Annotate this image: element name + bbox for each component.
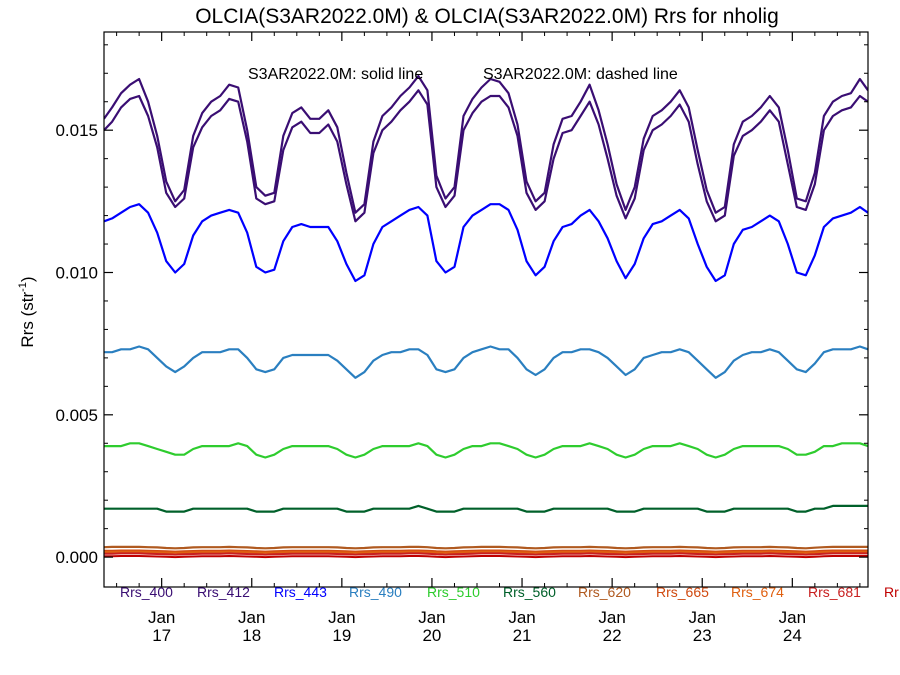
x-tick-label-day: 19 — [332, 626, 351, 645]
plot-frame — [103, 31, 869, 588]
x-tick-label-month: Jan — [328, 608, 355, 627]
annotation-solid-line: S3AR2022.0M: solid line — [248, 66, 423, 83]
series-line-rrs-681 — [104, 552, 868, 556]
x-tick-label-day: 24 — [783, 626, 802, 645]
legend: Rrs_400 Rrs_412 Rrs_443 Rrs_490 Rrs_510 Rrs_5… — [120, 584, 899, 600]
x-tick-label-day: 18 — [242, 626, 261, 645]
series-layer — [104, 74, 868, 559]
legend-entry-rrs-400: Rrs_400 — [120, 584, 173, 600]
tick-layer: 0.0000.0050.0100.015Jan17Jan18Jan19Jan20… — [55, 32, 868, 645]
legend-entry-rrs-674: Rrs_674 — [731, 584, 784, 600]
series-line-rrs-443 — [104, 203, 868, 283]
y-axis-label-superscript: -1 — [17, 282, 29, 292]
y-tick-label: 0.005 — [55, 406, 98, 425]
x-tick-label-day: 20 — [422, 626, 441, 645]
series-line-rr — [104, 555, 868, 559]
x-tick-label-month: Jan — [598, 608, 625, 627]
legend-entry-rrs-510: Rrs_510 — [427, 584, 480, 600]
legend-entry-rrs-443: Rrs_443 — [274, 584, 327, 600]
x-tick-label-month: Jan — [148, 608, 175, 627]
series-line-rrs-510 — [104, 442, 868, 459]
legend-entry-rrs-681: Rrs_681 — [808, 584, 861, 600]
x-tick-label-month: Jan — [779, 608, 806, 627]
series-line-rrs-400 — [104, 74, 868, 214]
x-tick-label-month: Jan — [689, 608, 716, 627]
x-tick-label-day: 22 — [603, 626, 622, 645]
legend-entry-rrs-560: Rrs_560 — [503, 584, 556, 600]
series-line-rrs-560 — [104, 504, 868, 513]
legend-entry-rr: Rr — [884, 584, 899, 600]
x-tick-label-month: Jan — [238, 608, 265, 627]
chart-title: OLCIA(S3AR2022.0M) & OLCIA(S3AR2022.0M) … — [195, 5, 779, 28]
y-axis-label: Rrs (str-1) — [17, 276, 37, 347]
y-tick-label: 0.010 — [55, 264, 98, 283]
annotation-dashed-line: S3AR2022.0M: dashed line — [483, 66, 678, 83]
x-tick-label-month: Jan — [508, 608, 535, 627]
legend-entry-rrs-620: Rrs_620 — [578, 584, 631, 600]
legend-entry-rrs-412: Rrs_412 — [197, 584, 250, 600]
x-tick-label-day: 17 — [152, 626, 171, 645]
y-axis-label-main: Rrs (str — [18, 292, 37, 348]
x-tick-label-day: 23 — [693, 626, 712, 645]
series-line-rrs-490 — [104, 345, 868, 379]
series-line-rrs-620 — [104, 545, 868, 550]
series-line-rrs-412 — [104, 89, 868, 223]
legend-entry-rrs-490: Rrs_490 — [349, 584, 402, 600]
y-tick-label: 0.000 — [55, 548, 98, 567]
y-axis-label-close: ) — [18, 276, 37, 282]
x-tick-label-month: Jan — [418, 608, 445, 627]
legend-entry-rrs-665: Rrs_665 — [656, 584, 709, 600]
x-tick-label-day: 21 — [513, 626, 532, 645]
series-line-rrs-665 — [104, 549, 868, 553]
series-line-rrs-674 — [104, 550, 868, 554]
y-tick-label: 0.015 — [55, 121, 98, 140]
